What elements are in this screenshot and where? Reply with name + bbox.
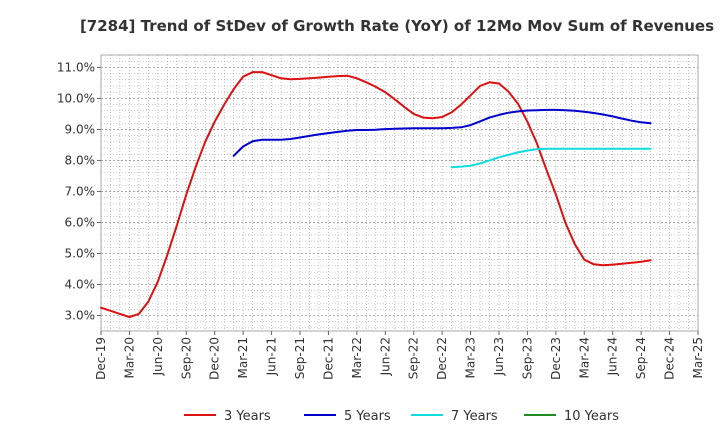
x-tick-label: Mar-21 — [236, 337, 250, 378]
y-tick-label: 7.0% — [65, 184, 96, 198]
series-line-1 — [100, 71, 652, 318]
x-tick-label: Mar-23 — [464, 337, 478, 378]
x-tick-label: Dec-21 — [321, 337, 335, 380]
x-tick-label: Dec-23 — [549, 337, 563, 380]
y-tick-label: 4.0% — [65, 277, 96, 291]
x-tick-label: Jun-20 — [151, 337, 165, 376]
legend-label: 3 Years — [224, 409, 271, 424]
x-tick-label: Dec-24 — [663, 337, 677, 380]
x-tick-label: Sep-24 — [634, 337, 648, 379]
x-tick-label: Mar-22 — [350, 337, 364, 378]
x-tick-label: Jun-22 — [378, 337, 392, 376]
x-tick-label: Dec-19 — [94, 337, 108, 380]
x-tick-label: Sep-20 — [179, 337, 193, 379]
x-tick-label: Jun-24 — [606, 337, 620, 376]
series-line-3 — [450, 147, 652, 169]
y-axis: 3.0% 4.0% 5.0% 6.0% 7.0% 8.0% 9.0% 10.0% 11.0% — [57, 60, 101, 322]
x-tick-label: Jun-21 — [265, 337, 279, 376]
y-tick-label: 6.0% — [65, 215, 96, 229]
y-tick-label: 10.0% — [57, 91, 95, 105]
legend: 3 Years 5 Years 7 Years 10 Years — [184, 409, 619, 424]
x-tick-label: Sep-22 — [407, 337, 421, 379]
legend-label: 7 Years — [451, 409, 498, 424]
legend-label: 10 Years — [564, 409, 619, 424]
legend-label: 5 Years — [344, 409, 391, 424]
y-tick-label: 3.0% — [65, 308, 96, 322]
y-tick-label: 5.0% — [65, 246, 96, 260]
plot-area — [100, 54, 699, 332]
x-tick-label: Sep-23 — [520, 337, 534, 379]
series-line-2 — [232, 108, 652, 157]
grid — [100, 54, 699, 331]
x-tick-label: Dec-22 — [435, 337, 449, 380]
chart-title: [7284] Trend of StDev of Growth Rate (Yo… — [80, 17, 714, 35]
y-tick-label: 9.0% — [65, 122, 96, 136]
x-tick-label: Mar-25 — [691, 337, 705, 378]
series — [100, 71, 652, 318]
y-tick-label: 11.0% — [57, 60, 95, 74]
x-axis: Dec-19 Mar-20 Jun-20 Sep-20 Dec-20 Mar-21 Jun-… — [94, 331, 705, 380]
x-tick-label: Jun-23 — [492, 337, 506, 376]
y-tick-label: 8.0% — [65, 153, 96, 167]
x-tick-label: Dec-20 — [208, 337, 222, 380]
x-tick-label: Mar-24 — [577, 337, 591, 378]
x-tick-label: Mar-20 — [122, 337, 136, 378]
x-tick-label: Sep-21 — [293, 337, 307, 379]
